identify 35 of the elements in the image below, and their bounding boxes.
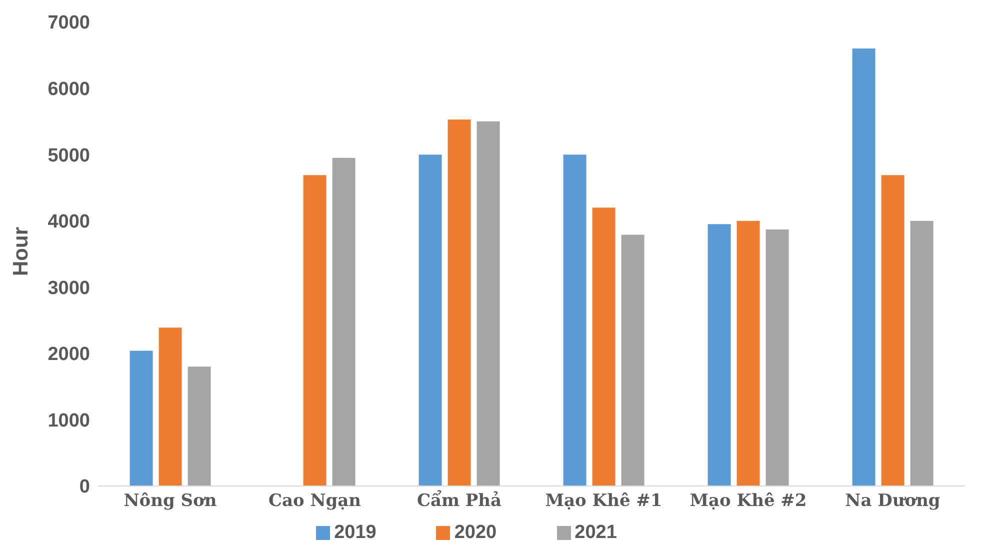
bar bbox=[303, 175, 326, 486]
legend-label: 2020 bbox=[454, 522, 497, 543]
x-tick-label: Cao Ngạn bbox=[268, 491, 362, 512]
x-tick-label: Na Dương bbox=[845, 491, 940, 512]
bar bbox=[708, 224, 731, 486]
bar bbox=[332, 158, 356, 486]
x-tick-label: Mạo Khê #1 bbox=[545, 491, 662, 512]
legend-label: 2021 bbox=[574, 522, 617, 543]
y-tick-label: 5000 bbox=[48, 145, 90, 166]
x-tick-label: Cẩm Phả bbox=[416, 490, 502, 512]
x-tick-label: Mạo Khê #2 bbox=[690, 491, 807, 512]
bar bbox=[563, 154, 586, 486]
bar bbox=[130, 350, 153, 486]
bar bbox=[158, 328, 182, 486]
x-tick-label: Nông Sơn bbox=[124, 491, 217, 512]
y-tick-label: 1000 bbox=[48, 410, 90, 432]
bar bbox=[766, 229, 789, 486]
y-tick-label: 2000 bbox=[48, 344, 90, 366]
bar bbox=[188, 366, 211, 486]
bar bbox=[736, 220, 760, 486]
y-tick-label: 7000 bbox=[48, 12, 90, 34]
bar bbox=[448, 119, 471, 486]
bar bbox=[418, 154, 442, 486]
y-tick-label: 6000 bbox=[48, 79, 90, 100]
y-axis-title: Hour bbox=[9, 227, 32, 276]
y-tick-label: 3000 bbox=[48, 278, 90, 299]
bar bbox=[592, 208, 616, 486]
bar bbox=[852, 48, 876, 486]
legend-label: 2019 bbox=[334, 522, 376, 543]
bar bbox=[476, 121, 500, 486]
y-tick-label: 0 bbox=[79, 476, 90, 498]
y-tick-label: 4000 bbox=[48, 212, 90, 233]
bar bbox=[621, 234, 644, 486]
bar bbox=[881, 175, 904, 486]
bar bbox=[910, 220, 934, 486]
